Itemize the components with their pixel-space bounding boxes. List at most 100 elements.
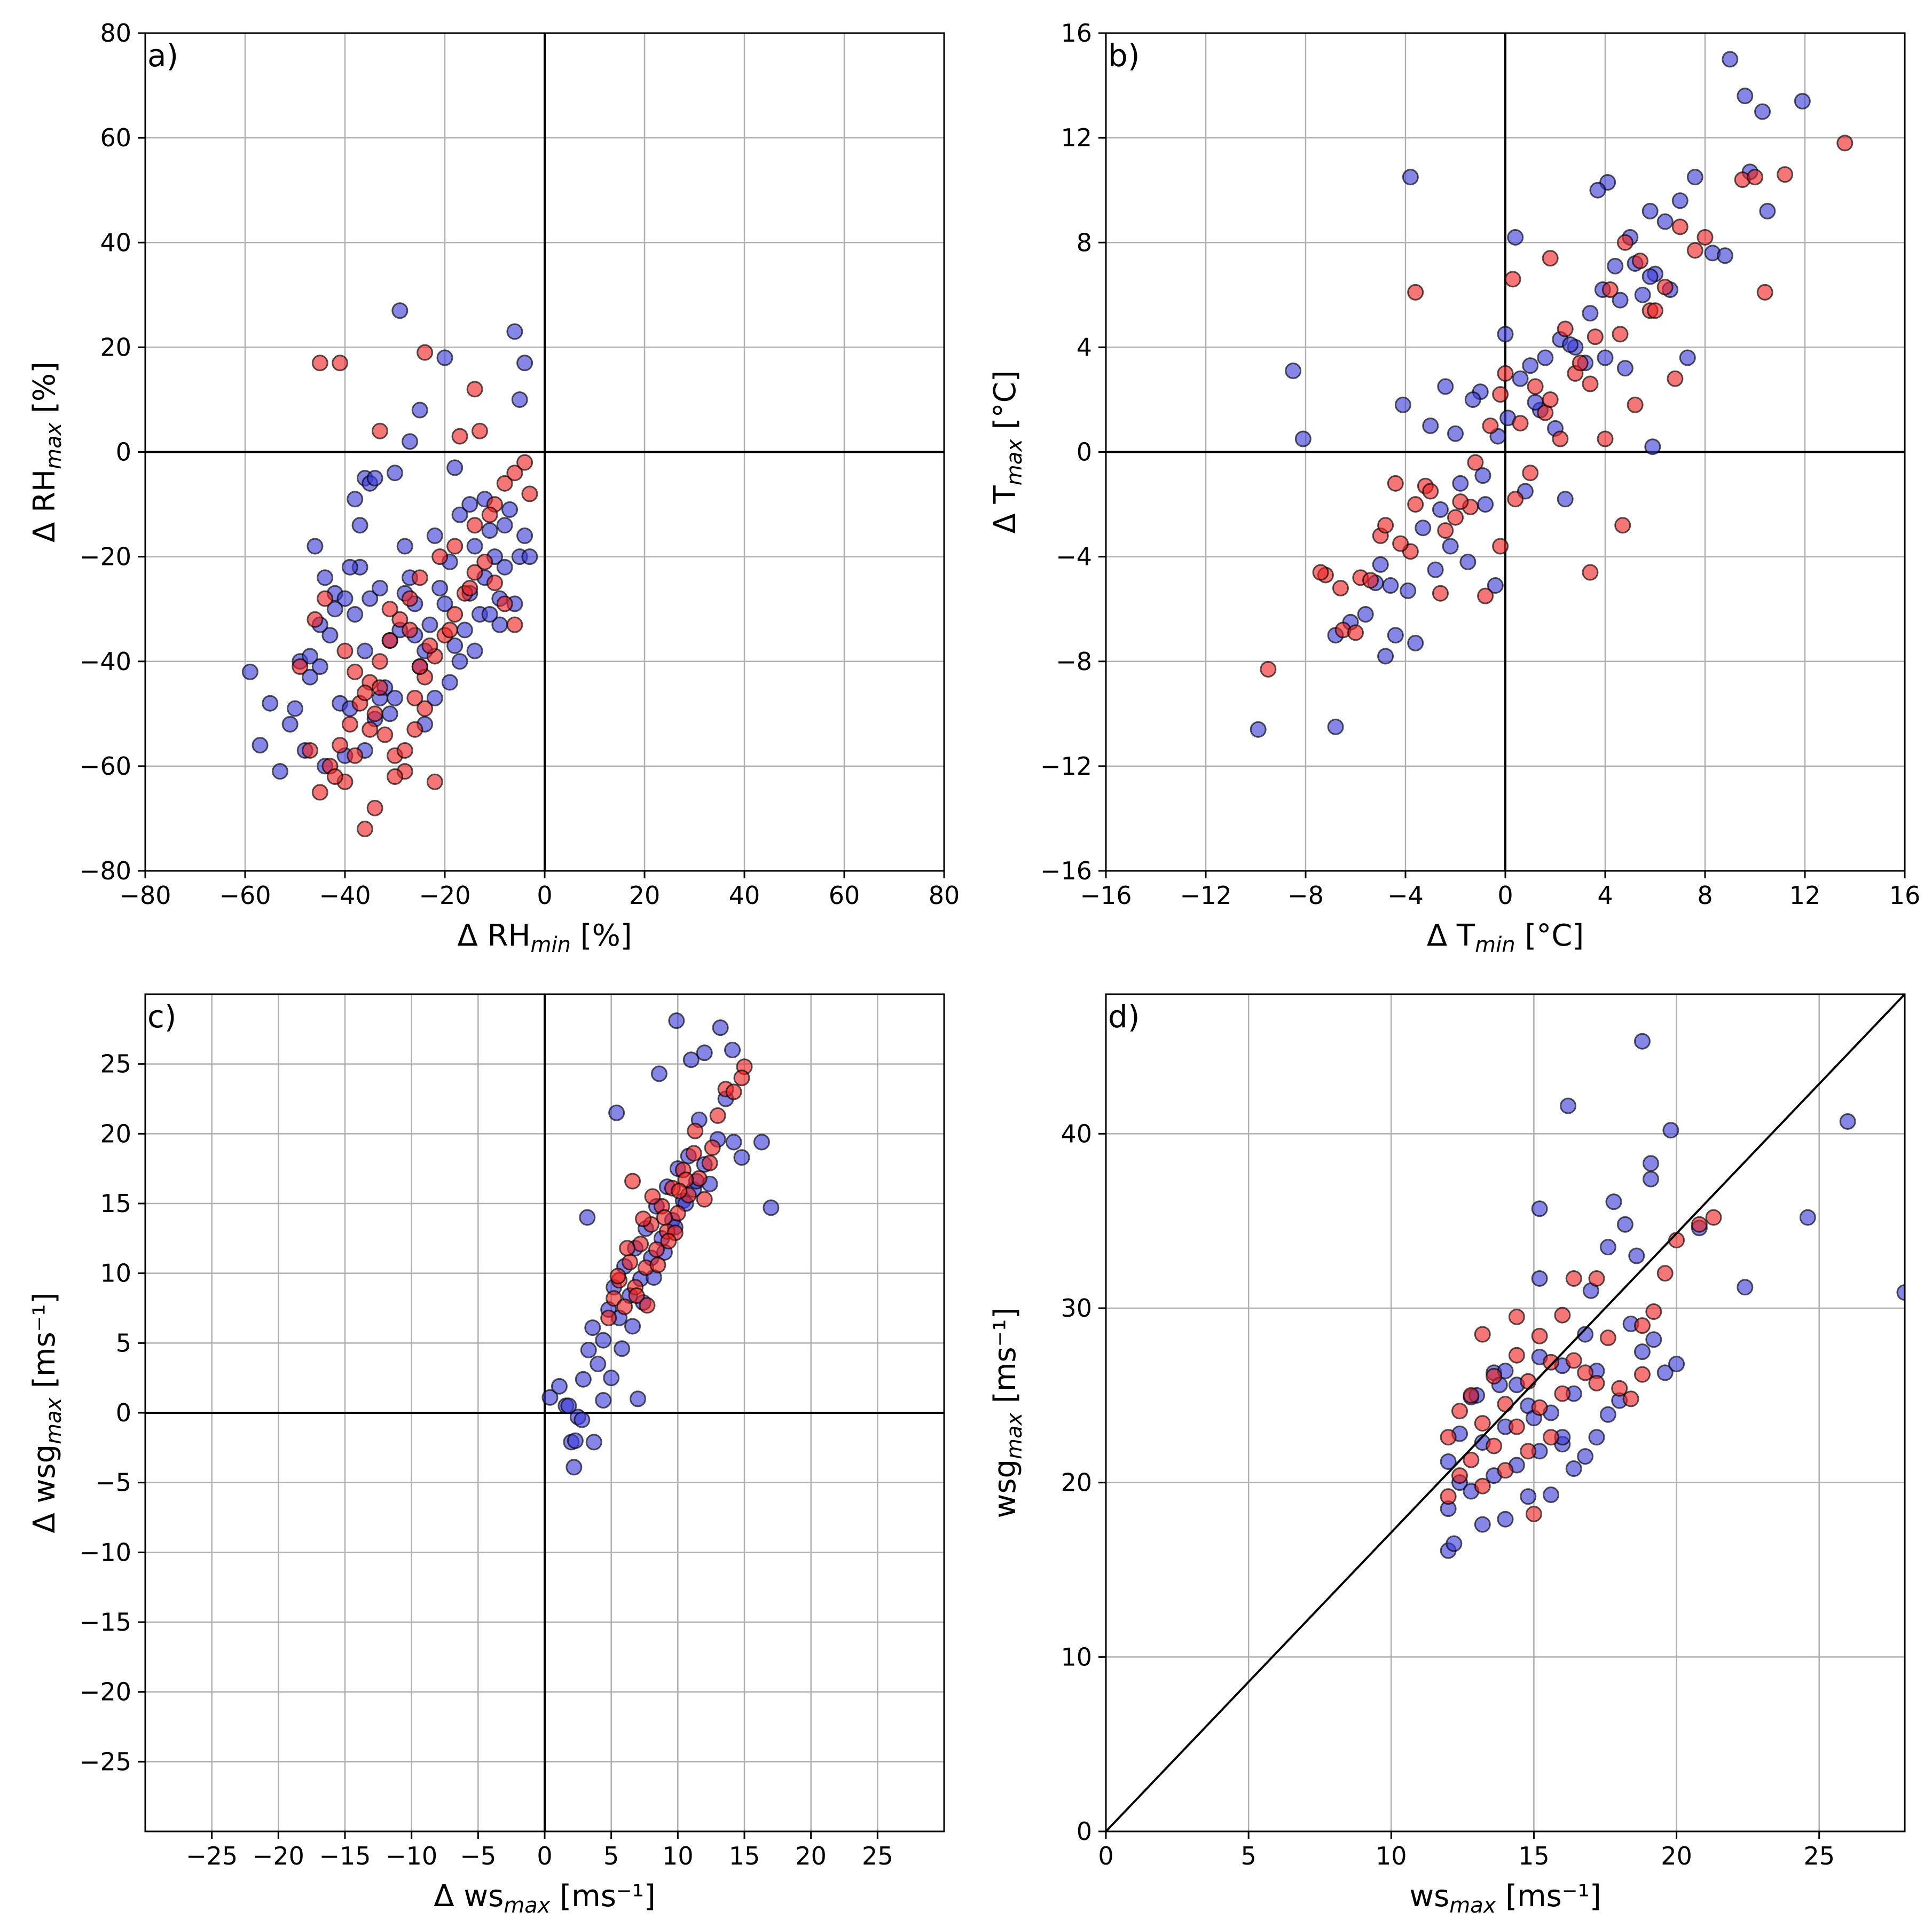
point-red: [332, 737, 349, 754]
point-red: [1474, 1415, 1491, 1432]
point-red: [624, 1173, 641, 1190]
point-blue: [506, 323, 523, 340]
point-red: [446, 538, 464, 555]
point-blue: [302, 668, 319, 686]
point-red: [1520, 1373, 1537, 1390]
point-blue: [461, 496, 478, 513]
point-red: [1467, 454, 1484, 471]
point-blue: [541, 1389, 559, 1406]
point-red: [1482, 417, 1499, 434]
y-tick-label: 10: [100, 1259, 131, 1288]
point-red: [1756, 284, 1773, 301]
y-tick-label: −15: [80, 1608, 131, 1637]
point-red: [481, 506, 498, 523]
point-red: [1451, 1403, 1468, 1420]
point-red: [656, 1209, 673, 1226]
y-tick-label: −8: [1056, 647, 1092, 676]
point-red: [1587, 328, 1604, 345]
point-red: [704, 1139, 721, 1156]
point-blue: [426, 689, 443, 706]
point-blue: [1422, 417, 1439, 434]
y-tick-label: 25: [100, 1050, 131, 1079]
y-tick-label: −4: [1056, 542, 1092, 571]
point-red: [1407, 284, 1424, 301]
point-red: [701, 1154, 718, 1171]
point-red: [1667, 370, 1684, 387]
point-red: [1577, 1364, 1594, 1381]
point-blue: [262, 695, 279, 712]
point-blue: [1642, 202, 1659, 219]
point-red: [1387, 475, 1404, 492]
point-red: [1686, 242, 1703, 259]
point-red: [687, 1122, 704, 1139]
y-tick-label: 40: [100, 228, 131, 257]
point-red: [696, 1191, 713, 1208]
point-red: [1432, 585, 1449, 602]
point-blue: [336, 590, 354, 607]
point-red: [1611, 1380, 1628, 1397]
panel-label: c): [147, 998, 177, 1035]
point-blue: [1605, 1193, 1622, 1210]
y-tick-label: −12: [1040, 752, 1092, 781]
x-tick-label: −8: [1287, 881, 1324, 910]
y-tick-label: 60: [100, 123, 131, 152]
point-blue: [1407, 634, 1424, 651]
point-blue: [1656, 213, 1674, 230]
point-red: [411, 569, 428, 586]
point-blue: [441, 674, 458, 691]
point-red: [1599, 1330, 1616, 1347]
x-tick-label: −10: [386, 1842, 437, 1870]
point-blue: [1896, 1284, 1905, 1301]
point-blue: [1634, 286, 1651, 303]
point-blue: [1446, 1535, 1463, 1552]
point-blue: [436, 349, 453, 366]
point-blue: [321, 627, 339, 644]
point-blue: [311, 658, 328, 675]
point-red: [376, 726, 394, 743]
point-red: [1645, 1303, 1662, 1320]
point-blue: [1633, 1343, 1651, 1360]
point-blue: [579, 1209, 596, 1226]
point-blue: [481, 522, 498, 539]
x-tick-label: 15: [729, 1842, 760, 1870]
point-red: [411, 658, 428, 675]
point-blue: [724, 1042, 741, 1059]
x-tick-label: 20: [795, 1842, 827, 1870]
point-red: [1447, 509, 1464, 526]
point-red: [1392, 535, 1409, 552]
point-red: [387, 768, 403, 785]
point-red: [307, 611, 324, 628]
point-red: [336, 642, 354, 659]
panel-label: d): [1108, 998, 1140, 1035]
point-blue: [1452, 475, 1469, 492]
point-blue: [451, 506, 468, 523]
x-tick-label: 4: [1597, 881, 1613, 910]
point-blue: [1437, 378, 1454, 395]
point-red: [496, 595, 513, 612]
point-blue: [763, 1199, 780, 1216]
point-red: [619, 1240, 636, 1257]
point-blue: [595, 1391, 612, 1409]
point-red: [326, 768, 343, 785]
point-blue: [446, 459, 464, 476]
point-red: [1554, 1307, 1571, 1324]
point-red: [402, 622, 419, 639]
point-red: [402, 590, 419, 607]
point-blue: [1427, 561, 1444, 578]
point-blue: [496, 517, 513, 534]
x-tick-label: 5: [1241, 1842, 1256, 1870]
point-blue: [1671, 192, 1688, 209]
point-red: [1565, 1270, 1582, 1287]
point-red: [649, 1256, 666, 1273]
point-blue: [1497, 326, 1514, 343]
point-blue: [1616, 1216, 1633, 1233]
point-blue: [1474, 1516, 1491, 1533]
point-red: [446, 605, 464, 623]
point-blue: [1520, 1488, 1537, 1505]
point-red: [1633, 1317, 1651, 1334]
point-blue: [725, 1134, 742, 1151]
point-blue: [516, 527, 533, 544]
y-tick-label: 20: [100, 333, 131, 361]
x-tick-label: 60: [829, 881, 860, 910]
x-tick-label: 25: [862, 1842, 893, 1870]
